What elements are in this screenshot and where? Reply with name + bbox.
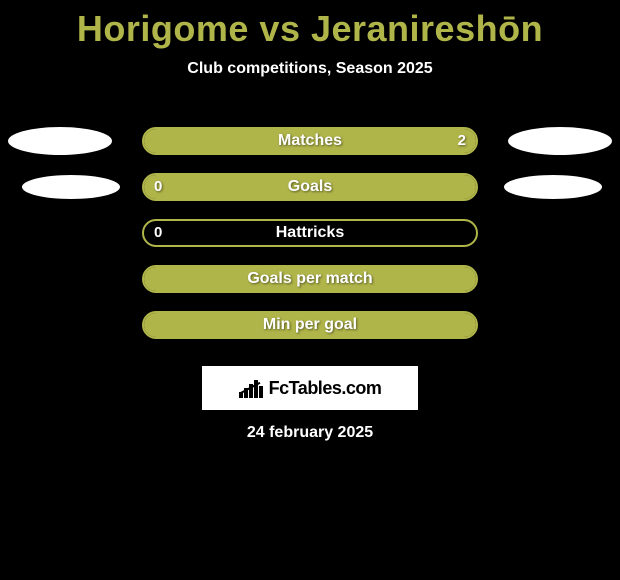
player-marker-left: [22, 175, 120, 199]
stat-label: Matches: [144, 129, 476, 153]
stat-label: Goals per match: [144, 267, 476, 291]
brand-text: FcTables.com: [269, 378, 382, 399]
stat-label: Hattricks: [144, 221, 476, 245]
stat-bar: Goals0: [142, 173, 478, 201]
stat-row: Min per goal: [0, 302, 620, 348]
brand-badge: FcTables.com: [202, 366, 418, 410]
stat-value-right: 2: [458, 129, 466, 153]
player-marker-right: [504, 175, 602, 199]
bars-icon: [239, 378, 265, 398]
stat-row: Hattricks0: [0, 210, 620, 256]
stat-value-left: 0: [154, 175, 162, 199]
stat-row: Matches2: [0, 118, 620, 164]
stat-bar: Hattricks0: [142, 219, 478, 247]
page-subtitle: Club competitions, Season 2025: [0, 60, 620, 78]
stat-row: Goals0: [0, 164, 620, 210]
page-title: Horigome vs Jeranireshōn: [0, 0, 620, 50]
stat-bar: Min per goal: [142, 311, 478, 339]
date-label: 24 february 2025: [0, 424, 620, 442]
stat-bar: Goals per match: [142, 265, 478, 293]
stat-bar: Matches2: [142, 127, 478, 155]
stat-label: Min per goal: [144, 313, 476, 337]
player-marker-left: [8, 127, 112, 155]
stat-label: Goals: [144, 175, 476, 199]
comparison-chart: Matches2Goals0Hattricks0Goals per matchM…: [0, 118, 620, 348]
stat-value-left: 0: [154, 221, 162, 245]
player-marker-right: [508, 127, 612, 155]
stat-row: Goals per match: [0, 256, 620, 302]
